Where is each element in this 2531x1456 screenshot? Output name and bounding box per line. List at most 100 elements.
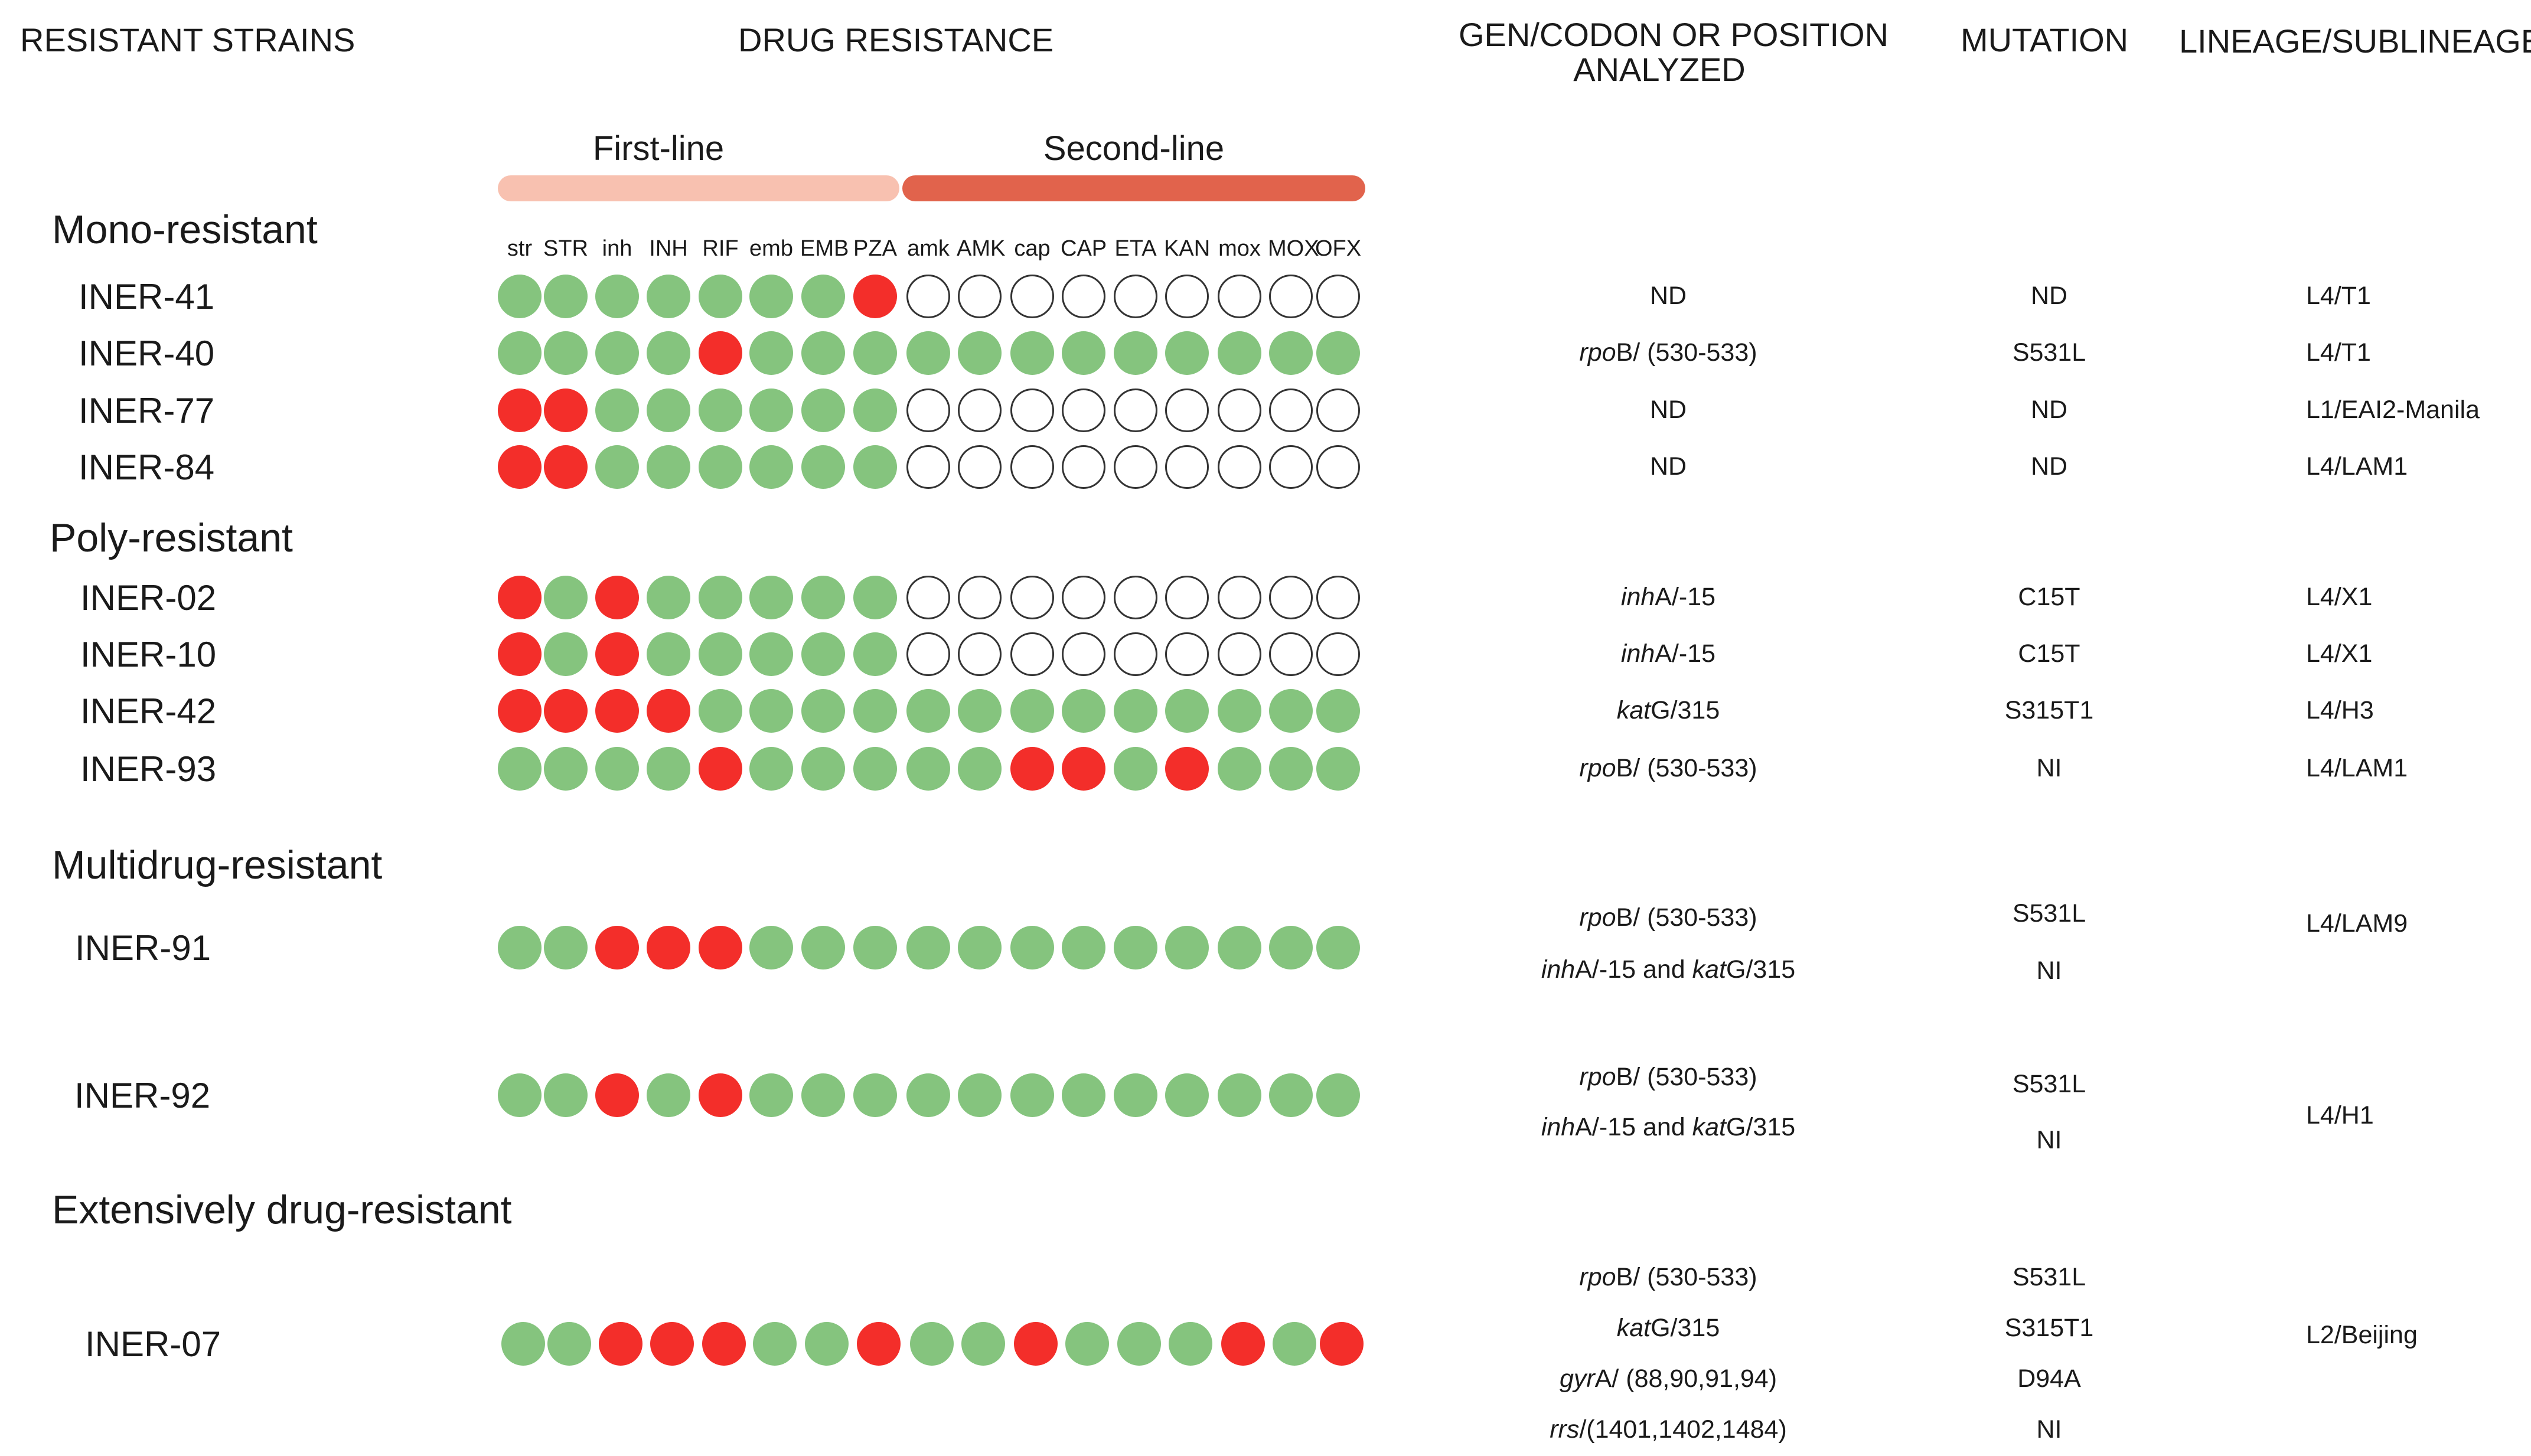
resistance-dot-mox-not-tested <box>1269 576 1313 619</box>
resistance-dot-amk-not-tested <box>906 576 950 619</box>
resistance-dot-inh-resistant <box>595 926 639 969</box>
drug-label-amk-upper: AMK <box>957 236 1006 261</box>
resistance-dot-eta-susceptible <box>1114 747 1157 791</box>
resistance-dot-inh-susceptible <box>647 1073 690 1117</box>
header-drug-resistance: DRUG RESISTANCE <box>738 21 1054 58</box>
resistance-dot-amk-susceptible <box>958 689 1002 733</box>
resistance-dot-mox-not-tested <box>1269 632 1313 676</box>
resistance-dot-kan-not-tested <box>1165 576 1209 619</box>
first-line-bar <box>498 175 899 201</box>
resistance-dot-inh-susceptible <box>647 445 690 489</box>
resistance-dot-rif-susceptible <box>699 576 742 619</box>
resistance-dot-kan-susceptible <box>1165 926 1209 969</box>
gen-codon-text: gyrA/ (88,90,91,94) <box>1559 1364 1777 1393</box>
gen-codon-text: inhA/-15 and katG/315 <box>1541 1113 1796 1141</box>
resistance-dot-mox-not-tested <box>1218 389 1261 432</box>
resistance-dot-kan-susceptible <box>1165 689 1209 733</box>
mutation-text: ND <box>2030 282 2068 310</box>
resistance-dot-eta-susceptible <box>1114 689 1157 733</box>
resistance-dot-inh-susceptible <box>595 747 639 791</box>
resistance-dot-mox-resistant <box>1221 1322 1265 1366</box>
resistance-dot-cap-resistant <box>1010 747 1054 791</box>
resistance-dot-cap-not-tested <box>1062 632 1105 676</box>
resistance-dot-emb-susceptible <box>749 1073 793 1117</box>
mutation-text: S531L <box>2012 1070 2086 1098</box>
resistance-dot-str-resistant <box>498 632 542 676</box>
resistance-dot-str-susceptible <box>544 926 588 969</box>
resistance-dot-cap-susceptible <box>1010 926 1054 969</box>
mutation-text: C15T <box>2018 583 2080 611</box>
resistance-dot-str-susceptible <box>544 576 588 619</box>
resistance-dot-inh-susceptible <box>647 747 690 791</box>
resistance-dot-rif-resistant <box>699 926 742 969</box>
mutation-text: C15T <box>2018 639 2080 668</box>
lineage-text: L4/LAM9 <box>2306 909 2408 938</box>
resistance-dot-ofx-susceptible <box>1316 331 1360 375</box>
resistance-dot-mox-susceptible <box>1269 331 1313 375</box>
resistance-dot-str-resistant <box>544 445 588 489</box>
gen-codon-text: rpoB/ (530-533) <box>1579 903 1757 932</box>
resistance-dot-inh-resistant <box>647 926 690 969</box>
resistance-dot-str-resistant <box>498 389 542 432</box>
mutation-text: NI <box>2036 1415 2062 1444</box>
resistance-dot-mox-not-tested <box>1218 275 1261 318</box>
drug-label-str-lower: str <box>507 236 533 261</box>
resistance-dot-amk-susceptible <box>906 689 950 733</box>
resistance-dot-pza-susceptible <box>853 1073 897 1117</box>
resistance-dot-inh-susceptible <box>595 331 639 375</box>
resistance-dot-eta-not-tested <box>1114 275 1157 318</box>
resistance-dot-kan-susceptible <box>1165 1073 1209 1117</box>
resistance-dot-pza-susceptible <box>853 331 897 375</box>
strain-name: INER-10 <box>80 635 217 674</box>
resistance-dot-eta-not-tested <box>1114 389 1157 432</box>
strain-name: INER-84 <box>79 448 215 487</box>
resistance-dot-eta-not-tested <box>1114 576 1157 619</box>
resistance-dot-pza-susceptible <box>853 389 897 432</box>
lineage-text: L4/T1 <box>2306 338 2371 367</box>
gen-codon-text: katG/315 <box>1616 1314 1720 1342</box>
resistance-dot-eta-susceptible <box>1117 1322 1161 1366</box>
gen-codon-text: rpoB/ (530-533) <box>1579 1263 1757 1291</box>
resistance-dot-mox-susceptible <box>1218 689 1261 733</box>
resistance-dot-emb-susceptible <box>749 331 793 375</box>
resistance-dot-emb-susceptible <box>749 445 793 489</box>
mutation-text: ND <box>2030 452 2068 481</box>
resistance-dot-inh-resistant <box>599 1322 642 1366</box>
resistance-dot-cap-not-tested <box>1010 275 1054 318</box>
drug-label-pza-upper: PZA <box>853 236 897 261</box>
resistance-dot-mox-susceptible <box>1269 747 1313 791</box>
resistance-dot-rif-susceptible <box>699 632 742 676</box>
resistance-dot-eta-susceptible <box>1114 1073 1157 1117</box>
resistance-dot-cap-susceptible <box>1062 926 1105 969</box>
first-line-label: First-line <box>592 129 725 168</box>
resistance-dot-cap-resistant <box>1062 747 1105 791</box>
resistance-dot-emb-susceptible <box>801 1073 845 1117</box>
resistance-dot-mox-not-tested <box>1218 576 1261 619</box>
drug-label-inh-upper: INH <box>649 236 688 261</box>
resistance-dot-cap-susceptible <box>1065 1322 1109 1366</box>
lineage-text: L4/H3 <box>2306 696 2374 724</box>
gen-codon-text: rpoB/ (530-533) <box>1579 1063 1757 1091</box>
resistance-dot-rif-susceptible <box>699 689 742 733</box>
drug-label-cap-upper: CAP <box>1061 236 1107 261</box>
resistance-dot-amk-susceptible <box>958 331 1002 375</box>
resistance-dot-cap-susceptible <box>1062 689 1105 733</box>
resistance-dot-ofx-not-tested <box>1316 389 1360 432</box>
lineage-text: L1/EAI2-Manila <box>2306 396 2480 424</box>
mutation-text: NI <box>2036 1126 2062 1154</box>
resistance-dot-cap-resistant <box>1014 1322 1058 1366</box>
section-extensively-drug-resistant: Extensively drug-resistant <box>52 1187 512 1232</box>
resistance-dot-mox-not-tested <box>1269 445 1313 489</box>
resistance-dot-rif-susceptible <box>699 389 742 432</box>
strain-name: INER-02 <box>80 578 217 618</box>
gen-codon-text: inhA/-15 <box>1620 639 1716 668</box>
gen-codon-text: rpoB/ (530-533) <box>1579 338 1757 367</box>
section-multidrug-resistant: Multidrug-resistant <box>52 843 383 887</box>
lineage-text: L4/LAM1 <box>2306 754 2408 782</box>
resistance-dot-cap-not-tested <box>1062 445 1105 489</box>
drug-label-amk-lower: amk <box>907 236 950 261</box>
resistance-dot-str-susceptible <box>544 747 588 791</box>
resistance-dot-amk-not-tested <box>906 389 950 432</box>
resistance-dot-emb-susceptible <box>801 576 845 619</box>
drug-label-mox-lower: mox <box>1218 236 1261 261</box>
